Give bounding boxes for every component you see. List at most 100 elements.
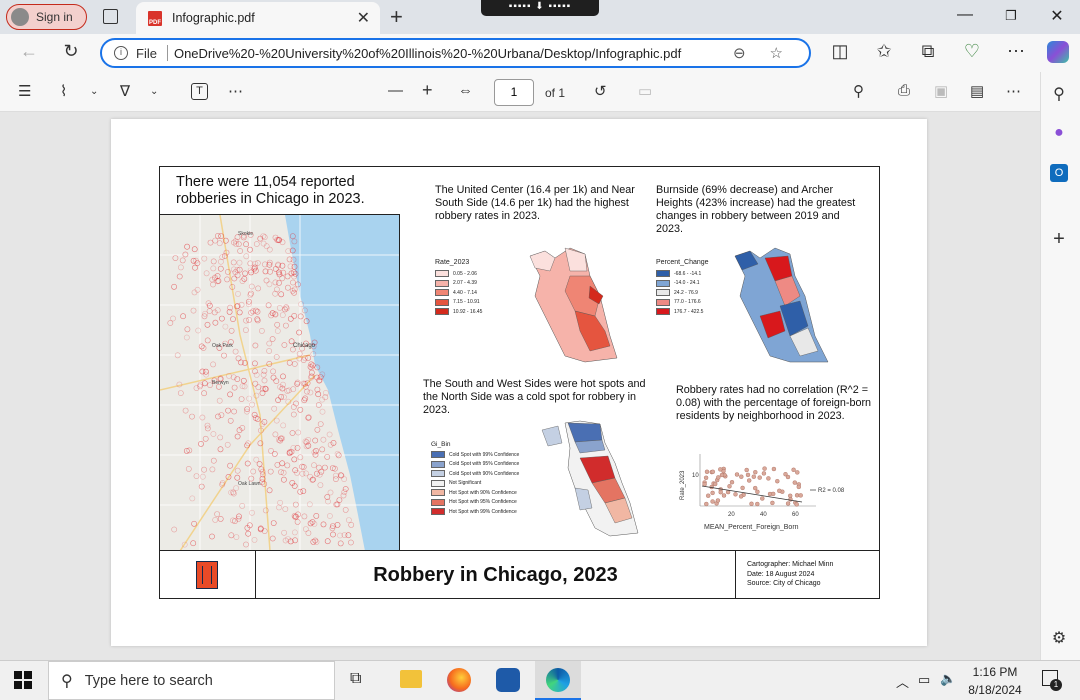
collections-icon[interactable]: ⧉ bbox=[921, 41, 935, 61]
taskbar-search[interactable]: ⚲ Type here to search bbox=[48, 661, 335, 700]
network-icon[interactable]: ▭ bbox=[918, 672, 931, 687]
more-tools-icon[interactable]: ⋯ bbox=[228, 83, 243, 100]
close-tab-icon[interactable]: ✕ bbox=[356, 10, 370, 27]
edge-taskbar-button[interactable] bbox=[535, 661, 581, 700]
pdf-more-icon[interactable]: ⋯ bbox=[1006, 83, 1021, 100]
robbery-point bbox=[266, 360, 273, 367]
robbery-point bbox=[172, 255, 179, 261]
robbery-point bbox=[230, 489, 237, 496]
robbery-point bbox=[258, 427, 264, 434]
robbery-point bbox=[294, 444, 301, 451]
tab-infographic[interactable]: PDF Infographic.pdf ✕ bbox=[136, 2, 380, 34]
robbery-point bbox=[244, 460, 251, 467]
print-icon[interactable]: ⎙ bbox=[898, 82, 911, 99]
rate-legend-label: 0.05 - 2.06 bbox=[453, 270, 477, 277]
scatter-plot: R2 = 0.08 10 20 40 60 MEAN_Percent_Forei… bbox=[680, 454, 845, 531]
firefox-icon[interactable] bbox=[447, 668, 471, 692]
favorites-icon[interactable]: ✩ bbox=[876, 41, 892, 61]
save-as-icon[interactable]: ▤ bbox=[970, 83, 985, 100]
clock[interactable]: 1:16 PM 8/18/2024 bbox=[960, 663, 1030, 699]
robbery-point bbox=[177, 390, 184, 396]
sidebar-copilot-icon[interactable]: ● bbox=[1054, 124, 1064, 141]
start-windows-icon[interactable] bbox=[14, 671, 32, 689]
file-explorer-icon[interactable] bbox=[400, 670, 422, 688]
favorite-star-icon[interactable]: ☆ bbox=[769, 45, 783, 62]
robbery-point bbox=[313, 470, 320, 477]
robbery-point bbox=[209, 276, 216, 283]
gi-legend-label: Hot Spot with 99% Confidence bbox=[449, 508, 517, 515]
address-bar[interactable]: i File OneDrive%20-%20University%20of%20… bbox=[100, 38, 811, 68]
tab-actions-icon[interactable] bbox=[103, 9, 118, 24]
robbery-point bbox=[261, 234, 268, 241]
page-number-input[interactable]: 1 bbox=[494, 79, 534, 106]
x-axis-label: MEAN_Percent_Foreign_Born bbox=[704, 524, 799, 531]
scatter-point bbox=[719, 472, 725, 478]
back-icon[interactable]: ← bbox=[20, 41, 38, 61]
new-tab-button[interactable]: + bbox=[390, 4, 403, 29]
save-icon[interactable]: ▣ bbox=[934, 83, 949, 100]
robbery-point bbox=[183, 447, 190, 454]
robbery-point bbox=[342, 486, 349, 492]
split-screen-icon[interactable]: ◫ bbox=[831, 41, 849, 61]
find-icon[interactable]: ⚲ bbox=[853, 83, 864, 100]
divider bbox=[166, 45, 168, 61]
sidebar-settings-icon[interactable]: ⚙ bbox=[1051, 630, 1067, 647]
fit-width-icon[interactable]: ⇔ bbox=[458, 82, 473, 99]
sidebar-search-icon[interactable]: ⚲ bbox=[1053, 86, 1065, 103]
map-label-skokie: Skokie bbox=[238, 231, 254, 237]
robbery-point bbox=[234, 272, 241, 279]
robbery-point bbox=[210, 361, 216, 368]
refresh-icon[interactable]: ↻ bbox=[63, 41, 79, 61]
text-tool-icon[interactable]: T bbox=[191, 83, 208, 100]
restore-button[interactable]: ❐ bbox=[1005, 8, 1017, 23]
task-view-icon[interactable]: ⧉ bbox=[350, 670, 362, 687]
info-icon[interactable]: i bbox=[114, 46, 128, 60]
robbery-point bbox=[197, 383, 203, 390]
robbery-point bbox=[252, 260, 259, 267]
scatter-point bbox=[751, 474, 757, 479]
robbery-point bbox=[289, 288, 296, 294]
browser-essentials-icon[interactable]: ♡ bbox=[963, 41, 981, 61]
rotate-icon[interactable]: ↺ bbox=[594, 83, 607, 100]
robbery-point bbox=[204, 422, 211, 429]
highlight-icon[interactable]: ⌇ bbox=[60, 83, 68, 100]
zoom-out-icon[interactable]: — bbox=[388, 82, 403, 99]
robbery-point bbox=[217, 376, 224, 383]
minimize-button[interactable]: — bbox=[957, 6, 973, 23]
url-text[interactable]: OneDrive%20-%20University%20of%20Illinoi… bbox=[173, 45, 682, 61]
gi-legend-label: Cold Spot with 99% Confidence bbox=[449, 451, 520, 458]
outlook-icon[interactable]: O bbox=[1050, 164, 1068, 182]
change-legend-swatch bbox=[656, 270, 670, 278]
page-view-icon[interactable]: ▭ bbox=[638, 83, 653, 100]
draw-icon[interactable]: ∇ bbox=[120, 83, 131, 100]
robbery-point bbox=[233, 240, 239, 247]
volume-icon[interactable]: 🔈 bbox=[940, 671, 957, 686]
robbery-point bbox=[234, 267, 241, 273]
robbery-point bbox=[243, 241, 249, 248]
robbery-point bbox=[316, 377, 323, 384]
sign-in-button[interactable]: Sign in bbox=[6, 4, 87, 30]
robbery-point bbox=[262, 507, 269, 514]
zoom-in-icon[interactable]: + bbox=[422, 80, 433, 100]
robbery-point bbox=[218, 258, 224, 265]
scatter-point bbox=[766, 476, 771, 481]
zoom-icon[interactable]: ⊖ bbox=[732, 45, 746, 62]
contents-icon[interactable]: ☰ bbox=[18, 83, 32, 100]
robbery-point bbox=[199, 368, 206, 375]
more-options-icon[interactable]: ⋯ bbox=[1007, 41, 1025, 61]
robbery-point bbox=[183, 334, 190, 341]
robbery-point bbox=[203, 270, 210, 277]
close-window-button[interactable]: ✕ bbox=[1050, 8, 1064, 25]
tray-chevron-icon[interactable]: ︿ bbox=[896, 675, 910, 690]
robbery-point bbox=[240, 232, 247, 239]
robbery-point bbox=[303, 318, 310, 325]
robbery-point bbox=[238, 301, 245, 308]
draw-dropdown-icon[interactable]: ⌄ bbox=[150, 86, 159, 97]
sidebar-add-icon[interactable]: + bbox=[1053, 228, 1065, 250]
highlight-dropdown-icon[interactable]: ⌄ bbox=[90, 86, 99, 97]
download-handle[interactable]: ▪▪▪▪▪ ⬇ ▪▪▪▪▪ bbox=[481, 0, 599, 16]
copilot-icon[interactable] bbox=[1047, 41, 1069, 63]
robbery-point bbox=[189, 413, 195, 420]
robbery-point bbox=[232, 518, 238, 524]
app-shield-icon[interactable] bbox=[496, 668, 520, 692]
